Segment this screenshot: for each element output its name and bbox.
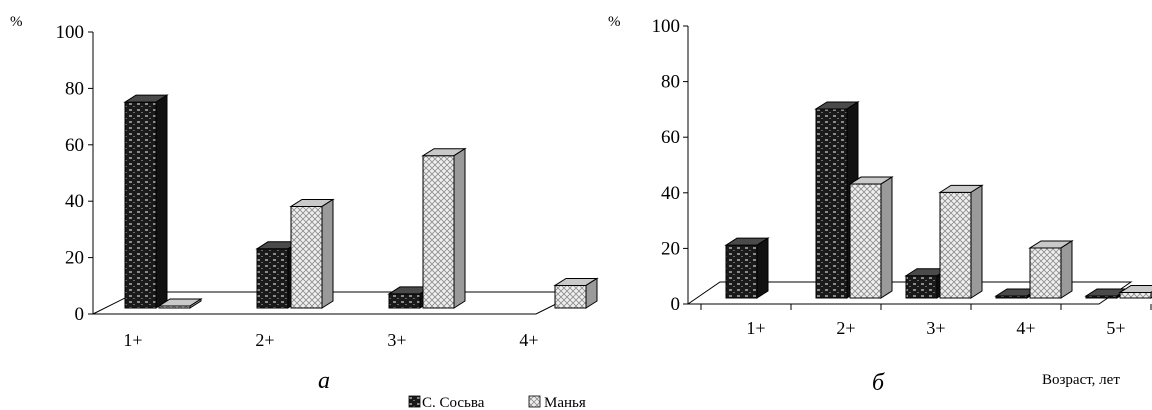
y-tick-label: 100 <box>56 22 85 43</box>
legend-label-manya: Манья <box>544 395 586 410</box>
chart-panel-a: % 0 20 40 60 80 100 1+ 2+ 3+ 4+ а <box>10 14 599 394</box>
bar <box>724 237 770 299</box>
x-tick-label: 4+ <box>519 330 538 350</box>
x-tick-label: 4+ <box>1016 318 1035 338</box>
chart-panel-b: % 0 20 40 60 80 100 1+ 2+ 3+ 4+ 5+ Возраст, лет б <box>608 14 1152 396</box>
legend-swatch-sosva <box>408 395 421 408</box>
bar <box>1028 240 1074 299</box>
x-axis-label-b: Возраст, лет <box>1042 372 1120 388</box>
x-tick-label: 1+ <box>123 330 142 350</box>
panel-label-a: а <box>318 368 330 394</box>
x-tick-label: 3+ <box>926 318 945 338</box>
x-ticks-b: 1+ 2+ 3+ 4+ 5+ <box>688 303 1152 338</box>
legend-swatch-manya <box>528 395 541 408</box>
y-ticks-b: 0 20 40 60 80 100 <box>652 16 688 315</box>
bar <box>848 176 894 299</box>
y-tick-label: 100 <box>652 16 681 37</box>
y-tick-label: 40 <box>65 191 84 212</box>
bar <box>553 277 599 309</box>
x-tick-label: 5+ <box>1106 318 1125 338</box>
x-tick-label: 1+ <box>746 318 765 338</box>
x-ticks-a: 1+ 2+ 3+ 4+ <box>123 330 538 350</box>
y-tick-label: 0 <box>75 304 85 325</box>
y-axis-unit-a: % <box>10 14 23 30</box>
legend-label-sosva: С. Сосьва <box>422 395 485 410</box>
y-tick-label: 80 <box>661 72 680 93</box>
x-tick-label: 2+ <box>836 318 855 338</box>
bar <box>123 94 169 309</box>
bars-b <box>724 101 1152 299</box>
bar <box>289 198 335 309</box>
y-tick-label: 80 <box>65 78 84 99</box>
y-tick-label: 60 <box>65 135 84 156</box>
panel-label-b: б <box>872 370 885 396</box>
y-axis-unit-b: % <box>608 14 621 30</box>
y-tick-label: 20 <box>661 238 680 259</box>
bar <box>157 298 203 309</box>
y-ticks-a: 0 20 40 60 80 100 <box>56 22 93 325</box>
y-tick-label: 20 <box>65 248 84 269</box>
x-tick-label: 3+ <box>387 330 406 350</box>
y-tick-label: 40 <box>661 183 680 204</box>
bars-a <box>123 94 599 309</box>
bar <box>938 184 984 299</box>
y-tick-label: 0 <box>671 294 681 315</box>
x-tick-label: 2+ <box>255 330 274 350</box>
y-tick-label: 60 <box>661 127 680 148</box>
bar <box>1118 284 1152 299</box>
bar <box>421 147 467 309</box>
legend: С. Сосьва Манья <box>408 395 586 410</box>
